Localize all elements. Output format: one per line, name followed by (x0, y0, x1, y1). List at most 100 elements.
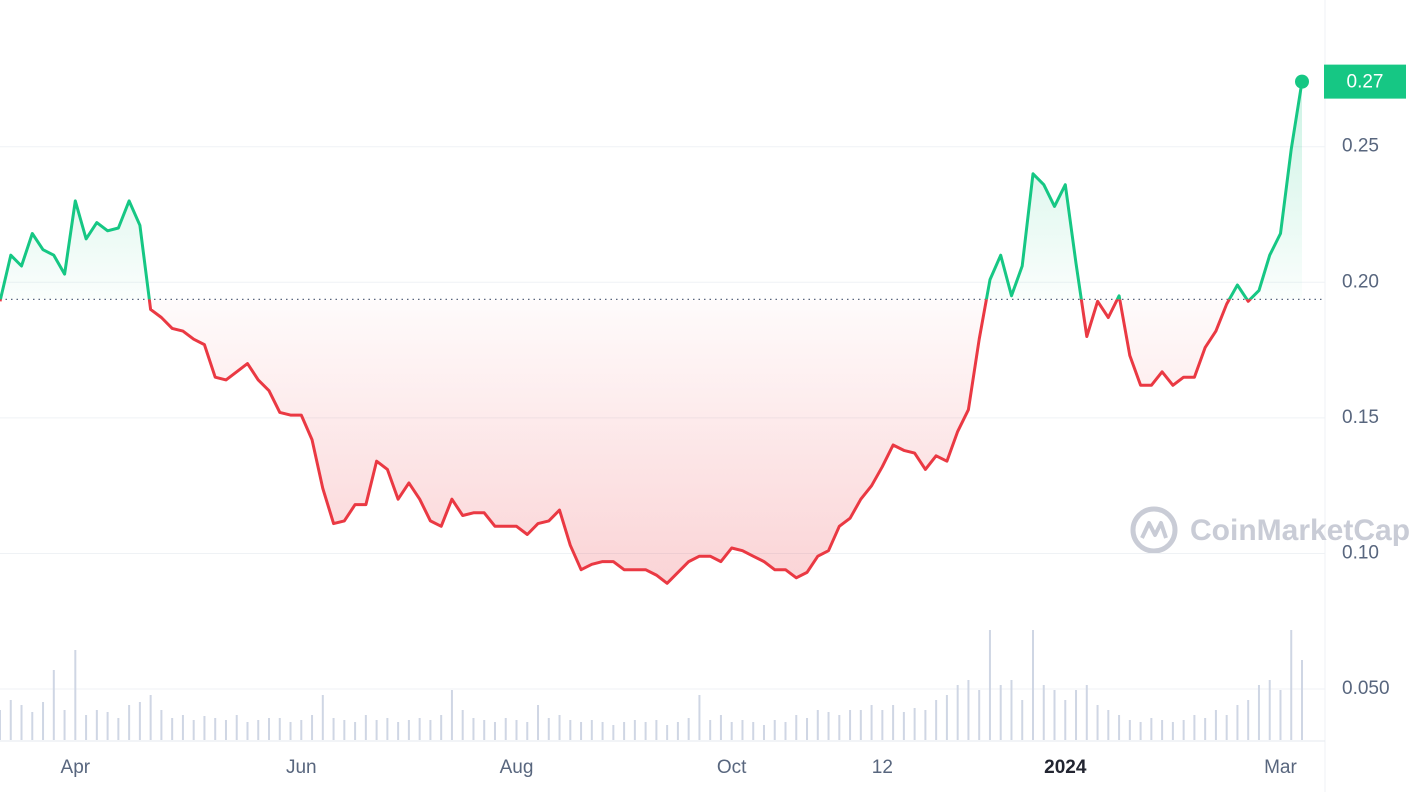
volume-bar (881, 710, 884, 740)
volume-bar (52, 670, 55, 740)
volume-bar (1279, 690, 1282, 740)
volume-bar (397, 722, 400, 740)
volume-bar (9, 700, 12, 740)
volume-bar (268, 718, 271, 740)
volume-bar (1301, 660, 1303, 740)
volume-bar (106, 712, 109, 740)
volume-bar (171, 718, 174, 740)
volume-bar (278, 718, 281, 740)
price-line-down (0, 299, 1253, 585)
volume-bar (1193, 715, 1196, 740)
volume-bar (1107, 710, 1110, 740)
volume-bar (569, 720, 572, 740)
volume-bar (1204, 718, 1207, 740)
volume-bar (407, 720, 410, 740)
volume-bar (85, 715, 88, 740)
volume-bar (1139, 722, 1142, 740)
volume-bar (203, 716, 206, 740)
volume-bar (892, 705, 895, 740)
y-tick-label: 0.15 (1342, 407, 1379, 428)
volume-bar (364, 715, 367, 740)
last-price-dot (1295, 74, 1309, 89)
volume-bar (224, 720, 227, 740)
x-tick-label: Jun (286, 757, 317, 778)
volume-bar (526, 722, 529, 740)
volume-bar (633, 720, 636, 740)
volume-bar (762, 725, 765, 740)
volume-bar (784, 722, 787, 740)
volume-bar (128, 705, 131, 740)
volume-bar (913, 708, 916, 740)
volume-bar (1150, 718, 1153, 740)
volume-bar (655, 720, 658, 740)
volume-bar (773, 720, 776, 740)
volume-bar (31, 712, 34, 740)
volume-bar (945, 695, 948, 740)
volume-bar (1268, 680, 1271, 740)
volume-bar (1171, 722, 1174, 740)
volume-bar (192, 720, 195, 740)
volume-bar (870, 705, 873, 740)
volume-bar (483, 720, 486, 740)
x-tick-label: 2024 (1044, 757, 1087, 778)
volume-bar (644, 722, 647, 740)
volume-bar (343, 720, 346, 740)
volume-bar (1247, 700, 1250, 740)
volume-bar (1161, 720, 1164, 740)
volume-bar (806, 718, 809, 740)
y-tick-label: 0.10 (1342, 542, 1379, 563)
x-tick-label: Mar (1264, 757, 1297, 778)
volume-bar (1096, 705, 1099, 740)
volume-bar (1214, 710, 1217, 740)
area-down (0, 299, 1251, 584)
volume-bar (666, 725, 669, 740)
volume-bar (289, 722, 292, 740)
volume-bar (386, 718, 389, 740)
volume-bar (687, 718, 690, 740)
volume-bar (450, 690, 453, 740)
volume-bar (741, 720, 744, 740)
volume-bar (590, 720, 593, 740)
watermark-text: CoinMarketCap (1190, 514, 1410, 547)
last-price-label: 0.27 (1347, 72, 1384, 93)
volume-bar (375, 720, 378, 740)
volume-bar (1085, 685, 1088, 740)
volume-bar (956, 685, 959, 740)
volume-bar (730, 722, 733, 740)
volume-bar (752, 722, 755, 740)
volume-bar (246, 722, 249, 740)
volume-bar (235, 715, 238, 740)
volume-bar (429, 720, 432, 740)
x-tick-label: Oct (717, 757, 747, 778)
volume-bar (1182, 720, 1185, 740)
volume-bar (160, 710, 163, 740)
volume-bar (138, 702, 141, 740)
x-tick-label: 12 (872, 757, 893, 778)
volume-bar (849, 710, 852, 740)
volume-bar (63, 710, 66, 740)
volume-bar (580, 722, 583, 740)
volume-bar (1118, 715, 1121, 740)
volume-bar (42, 702, 45, 740)
volume-bar (827, 712, 830, 740)
volume-bar (698, 695, 701, 740)
last-price-badge (1324, 64, 1406, 99)
volume-bar (311, 715, 314, 740)
volume-bar (515, 720, 518, 740)
volume-bar (257, 720, 260, 740)
volume-bar (547, 718, 550, 740)
volume-bar (709, 720, 712, 740)
volume-bar (1257, 685, 1260, 740)
volume-bar (795, 715, 798, 740)
volume-bar (838, 715, 841, 740)
volume-bar (461, 710, 464, 740)
volume-bar (1042, 685, 1045, 740)
y-tick-label: 0.050 (1342, 678, 1390, 699)
volume-bar (332, 718, 335, 740)
volume-bar (988, 630, 991, 740)
y-tick-label: 0.20 (1342, 271, 1379, 292)
volume-bar (1053, 690, 1056, 740)
volume-bar (117, 718, 120, 740)
volume-bar (181, 715, 184, 740)
volume-bar (719, 715, 722, 740)
